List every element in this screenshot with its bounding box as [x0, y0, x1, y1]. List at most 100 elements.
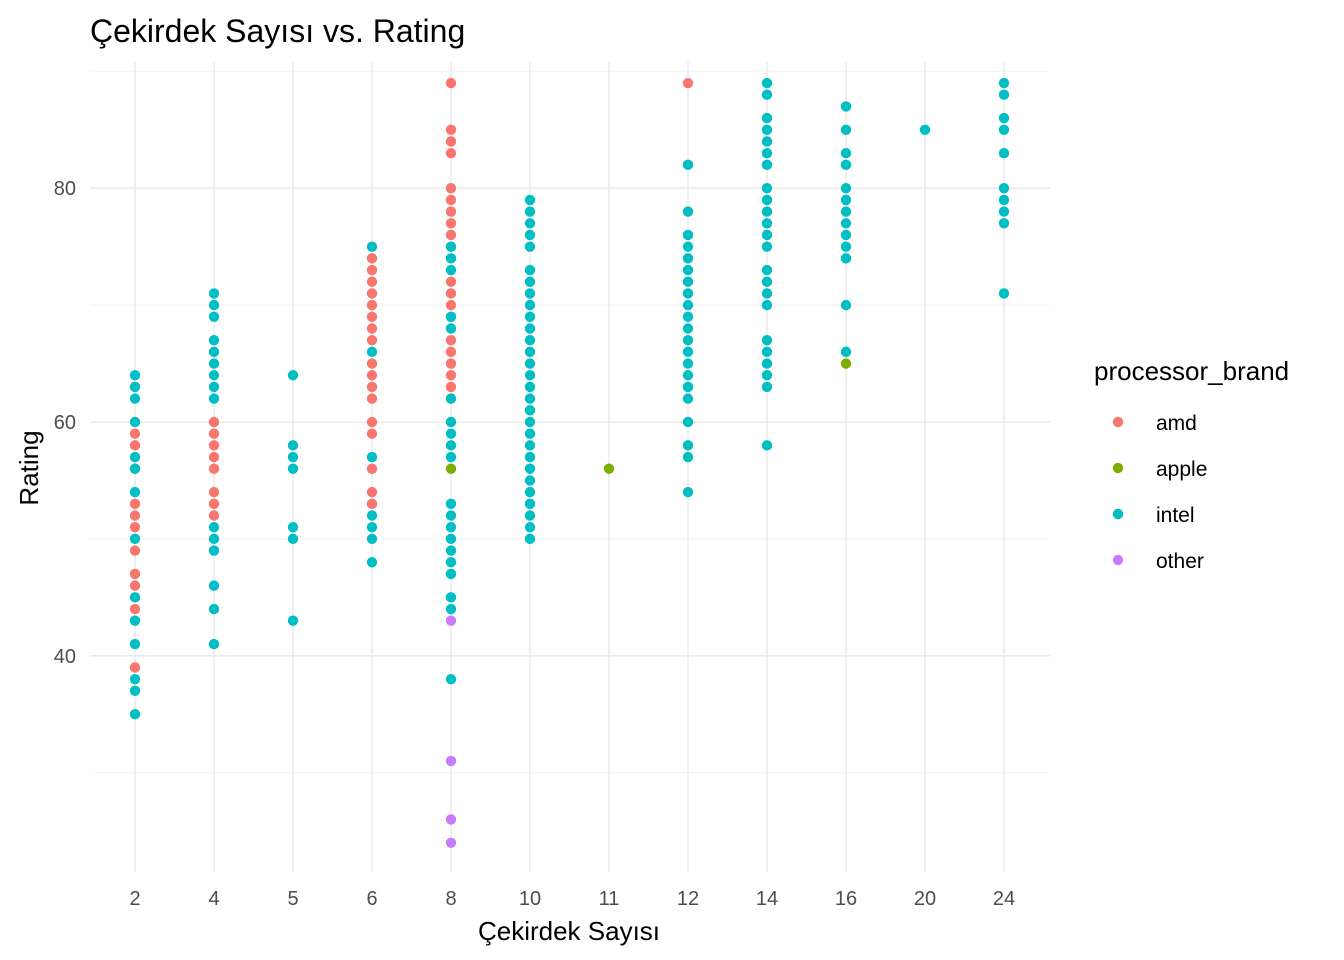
- data-point: [603, 463, 615, 474]
- legend-label: amd: [1156, 412, 1197, 435]
- x-tick-label: 10: [519, 888, 541, 910]
- data-point: [761, 159, 773, 171]
- data-point: [524, 288, 536, 299]
- data-point: [682, 241, 694, 252]
- data-point: [445, 521, 457, 533]
- data-point: [129, 615, 141, 626]
- data-point: [524, 533, 536, 545]
- data-point: [129, 592, 141, 603]
- data-point: [129, 463, 141, 474]
- data-point: [840, 229, 852, 241]
- data-point: [761, 136, 773, 147]
- data-point: [840, 124, 852, 135]
- data-point: [682, 346, 694, 358]
- data-point: [208, 346, 220, 358]
- data-point: [682, 159, 694, 171]
- data-point: [524, 346, 536, 358]
- x-tick-label: 6: [366, 888, 377, 910]
- data-point: [761, 241, 773, 252]
- plot-grid: [90, 62, 1050, 872]
- data-point: [682, 323, 694, 334]
- y-axis-title: Rating: [14, 430, 44, 505]
- data-point: [445, 334, 457, 346]
- data-point: [208, 416, 220, 428]
- data-point: [208, 334, 220, 346]
- data-point: [524, 229, 536, 241]
- data-point: [761, 299, 773, 311]
- data-point: [366, 334, 378, 346]
- data-point: [445, 147, 457, 159]
- data-point: [366, 358, 378, 369]
- data-point: [998, 124, 1010, 135]
- data-point: [445, 194, 457, 206]
- data-point: [761, 206, 773, 217]
- data-point: [129, 545, 141, 556]
- data-point: [524, 276, 536, 287]
- chart-title: Çekirdek Sayısı vs. Rating: [90, 13, 465, 49]
- data-point: [761, 89, 773, 100]
- data-point: [682, 486, 694, 498]
- x-tick-label: 2: [129, 888, 140, 910]
- data-point: [998, 89, 1010, 100]
- data-point: [208, 580, 220, 591]
- data-point: [366, 428, 378, 439]
- data-point: [761, 112, 773, 124]
- data-point: [524, 416, 536, 428]
- data-point: [129, 451, 141, 463]
- data-point: [998, 147, 1010, 159]
- data-point: [998, 288, 1010, 299]
- data-point: [840, 299, 852, 311]
- data-point: [366, 241, 378, 252]
- y-tick-label: 40: [54, 646, 76, 668]
- data-point: [682, 393, 694, 404]
- data-point: [840, 253, 852, 264]
- legend-item-other: other: [1112, 550, 1204, 573]
- data-point: [919, 124, 931, 135]
- x-axis-title: Çekirdek Sayısı: [478, 916, 660, 946]
- data-point: [761, 124, 773, 135]
- data-point: [524, 206, 536, 217]
- data-point: [998, 218, 1010, 229]
- data-point: [208, 288, 220, 299]
- data-point: [445, 814, 457, 825]
- data-point: [445, 229, 457, 241]
- data-point: [445, 498, 457, 510]
- data-point: [524, 475, 536, 486]
- data-point: [524, 241, 536, 252]
- data-point: [366, 486, 378, 498]
- data-point: [761, 276, 773, 287]
- data-point: [524, 428, 536, 439]
- data-point: [129, 638, 141, 650]
- data-point: [129, 486, 141, 498]
- x-tick-label: 16: [835, 888, 857, 910]
- data-point: [524, 498, 536, 510]
- legend-items: amd apple intel other: [1112, 412, 1207, 573]
- legend-key: [1112, 554, 1124, 566]
- data-point: [129, 521, 141, 533]
- data-point: [129, 393, 141, 404]
- data-point: [524, 194, 536, 206]
- data-point: [524, 323, 536, 334]
- legend-item-intel: intel: [1112, 504, 1195, 527]
- data-point: [129, 498, 141, 510]
- data-point: [129, 662, 141, 673]
- data-point: [524, 358, 536, 369]
- data-point: [366, 370, 378, 381]
- data-point: [366, 381, 378, 393]
- data-point: [445, 124, 457, 135]
- y-axis-ticks: 40 60 80: [54, 178, 76, 668]
- data-point: [998, 183, 1010, 194]
- data-point: [129, 603, 141, 615]
- data-point: [840, 159, 852, 171]
- data-point: [287, 533, 299, 545]
- data-point: [524, 299, 536, 311]
- data-point: [208, 638, 220, 650]
- data-point: [524, 370, 536, 381]
- data-point: [761, 370, 773, 381]
- data-point: [445, 463, 457, 474]
- data-point: [524, 381, 536, 393]
- data-point: [366, 557, 378, 568]
- data-point: [524, 521, 536, 533]
- data-point: [445, 440, 457, 451]
- data-point: [129, 580, 141, 591]
